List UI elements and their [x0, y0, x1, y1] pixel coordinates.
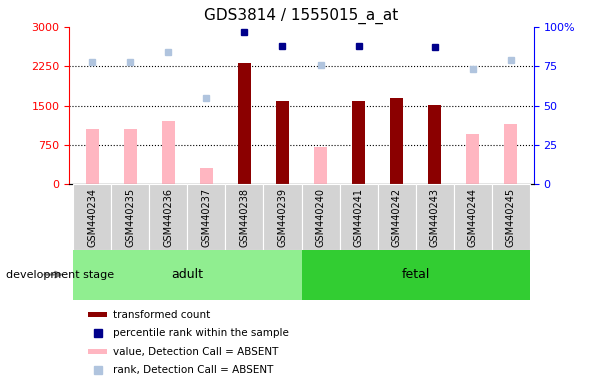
Bar: [73, 184, 111, 250]
Text: GSM440238: GSM440238: [239, 188, 250, 247]
Bar: [466, 134, 479, 184]
Text: value, Detection Call = ABSENT: value, Detection Call = ABSENT: [113, 347, 279, 357]
Bar: [200, 167, 213, 184]
Bar: [377, 184, 415, 250]
Bar: [86, 129, 99, 184]
Bar: [73, 250, 302, 300]
Bar: [276, 101, 289, 184]
Text: rank, Detection Call = ABSENT: rank, Detection Call = ABSENT: [113, 366, 273, 376]
Bar: [339, 184, 377, 250]
Bar: [314, 147, 327, 184]
Bar: [111, 184, 150, 250]
Bar: [264, 184, 302, 250]
Text: GSM440244: GSM440244: [468, 188, 478, 247]
Text: GSM440234: GSM440234: [87, 188, 97, 247]
Text: GSM440240: GSM440240: [315, 188, 326, 247]
Bar: [428, 105, 441, 184]
Text: development stage: development stage: [6, 270, 114, 280]
Bar: [492, 184, 530, 250]
Bar: [88, 349, 107, 354]
Text: GSM440239: GSM440239: [277, 188, 288, 247]
Bar: [88, 312, 107, 317]
Text: GSM440236: GSM440236: [163, 188, 173, 247]
Bar: [390, 98, 403, 184]
Text: transformed count: transformed count: [113, 310, 210, 320]
Text: GSM440243: GSM440243: [430, 188, 440, 247]
Bar: [302, 184, 339, 250]
Bar: [415, 184, 453, 250]
Bar: [453, 184, 492, 250]
Bar: [150, 184, 188, 250]
Text: percentile rank within the sample: percentile rank within the sample: [113, 328, 289, 338]
Text: GSM440242: GSM440242: [391, 188, 402, 247]
Text: GSM440237: GSM440237: [201, 188, 212, 247]
Bar: [238, 63, 251, 184]
Bar: [302, 250, 530, 300]
Bar: [124, 129, 137, 184]
Bar: [352, 101, 365, 184]
Text: adult: adult: [171, 268, 203, 281]
Text: GSM440241: GSM440241: [353, 188, 364, 247]
Text: GSM440235: GSM440235: [125, 188, 135, 247]
Bar: [226, 184, 264, 250]
Bar: [188, 184, 226, 250]
Bar: [504, 124, 517, 184]
Bar: [162, 121, 175, 184]
Text: fetal: fetal: [402, 268, 430, 281]
Text: GSM440245: GSM440245: [506, 188, 516, 247]
Title: GDS3814 / 1555015_a_at: GDS3814 / 1555015_a_at: [204, 8, 399, 24]
